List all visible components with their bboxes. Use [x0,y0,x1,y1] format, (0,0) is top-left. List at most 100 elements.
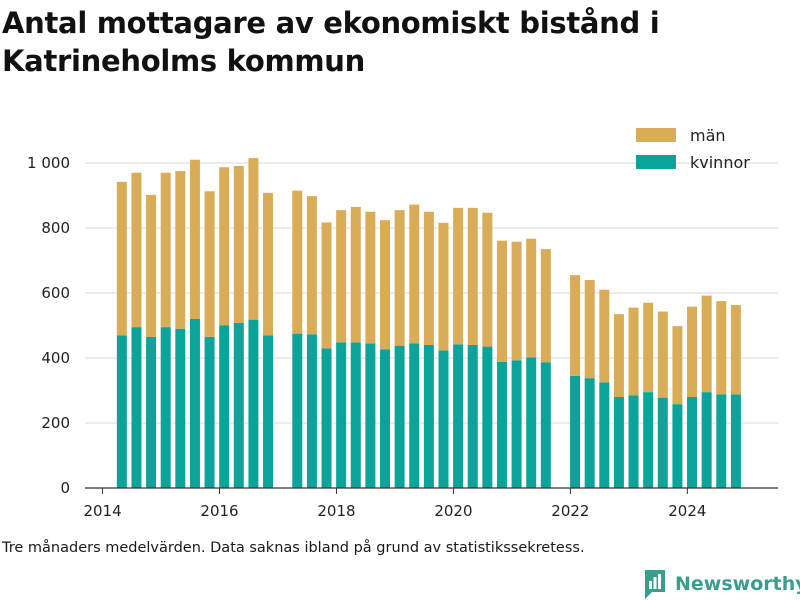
bar-kvinnor [496,361,507,488]
bar-kvinnor [599,382,610,488]
bar-män [730,305,741,395]
bar-män [409,204,420,344]
bar-män [160,172,171,328]
bar-kvinnor [540,362,551,488]
bar-kvinnor [350,342,361,488]
bar-kvinnor [336,342,347,488]
bar-män [496,240,507,362]
bar-män [380,220,391,350]
y-tick-label: 0 [60,479,70,497]
bar-män [263,192,274,336]
bar-kvinnor [233,322,244,488]
bar-män [526,238,537,358]
bar-män [175,171,186,329]
bar-män [321,222,332,349]
bar-kvinnor [131,327,142,488]
bars [116,158,741,488]
bar-kvinnor [189,319,200,488]
bar-män [350,206,361,343]
x-tick-label: 2024 [668,502,706,520]
stacked-bar-chart: 0 200 400 600 800 1 000 2014 2016 2018 2020 2022 20… [27,126,778,520]
bar-kvinnor [321,348,332,488]
bar-kvinnor [116,335,127,488]
bar-kvinnor [204,336,215,488]
bar-män [453,207,464,345]
bar-kvinnor [628,395,639,488]
bar-kvinnor [248,319,259,488]
bar-män [657,311,668,398]
footnote: Tre månaders medelvärden. Data saknas ib… [2,540,585,556]
bar-män [467,207,478,345]
bar-kvinnor [613,397,624,488]
bar-kvinnor [365,343,376,488]
bar-män [628,307,639,396]
legend-swatch-kvinnor [636,155,676,169]
bar-kvinnor [423,345,434,488]
legend-label-kvinnor: kvinnor [690,153,750,172]
bar-kvinnor [160,327,171,488]
bar-män [189,159,200,319]
bar-män [146,194,157,337]
bar-män [292,190,303,334]
bar-kvinnor [438,350,449,488]
bar-män [584,280,595,379]
bar-män [643,302,654,393]
bar-kvinnor [175,328,186,488]
bar-män [613,314,624,397]
bar-män [131,172,142,328]
bar-män [570,275,581,376]
bar-kvinnor [394,345,405,488]
chart-title: Antal mottagare av ekonomiskt bistånd i … [2,6,660,78]
bar-män [438,222,449,351]
bar-kvinnor [584,378,595,488]
newsworthy-logo[interactable]: Newsworthy [643,568,800,600]
axes: 0 200 400 600 800 1 000 2014 2016 2018 2020 2022 20… [27,154,778,520]
newsworthy-icon [645,570,665,599]
x-tick-label: 2020 [434,502,472,520]
bar-män [204,191,215,337]
bar-män [219,167,230,326]
bar-män [687,306,698,397]
bar-kvinnor [219,325,230,488]
bar-kvinnor [467,345,478,488]
y-tick-label: 800 [41,219,70,237]
y-tick-label: 600 [41,284,70,302]
y-tick-label: 1 000 [27,154,70,172]
bar-kvinnor [716,394,727,488]
bar-män [306,196,317,335]
x-tick-label: 2014 [83,502,121,520]
bar-män [701,295,712,393]
y-tick-label: 400 [41,349,70,367]
bar-kvinnor [409,343,420,488]
bar-män [248,158,259,320]
bar-män [716,301,727,395]
bar-kvinnor [146,336,157,488]
x-tick-label: 2018 [317,502,355,520]
bar-män [394,210,405,346]
bar-kvinnor [643,392,654,488]
bar-män [511,241,522,361]
y-tick-label: 200 [41,414,70,432]
bar-män [233,165,244,323]
bar-män [423,211,434,345]
bar-kvinnor [306,334,317,488]
legend: män kvinnor [636,126,750,172]
bar-kvinnor [380,349,391,488]
x-tick-label: 2022 [551,502,589,520]
bar-kvinnor [687,397,698,488]
bar-kvinnor [672,404,683,488]
bar-kvinnor [730,394,741,488]
bar-kvinnor [570,375,581,488]
bar-kvinnor [453,344,464,488]
bar-män [540,249,551,363]
bar-kvinnor [511,360,522,488]
bar-män [672,326,683,405]
bar-kvinnor [263,335,274,488]
bar-män [482,212,493,347]
bar-kvinnor [526,357,537,488]
bar-kvinnor [657,397,668,488]
x-tick-label: 2016 [200,502,238,520]
bar-män [336,210,347,343]
brand-name: Newsworthy [675,573,800,595]
bar-kvinnor [701,392,712,488]
